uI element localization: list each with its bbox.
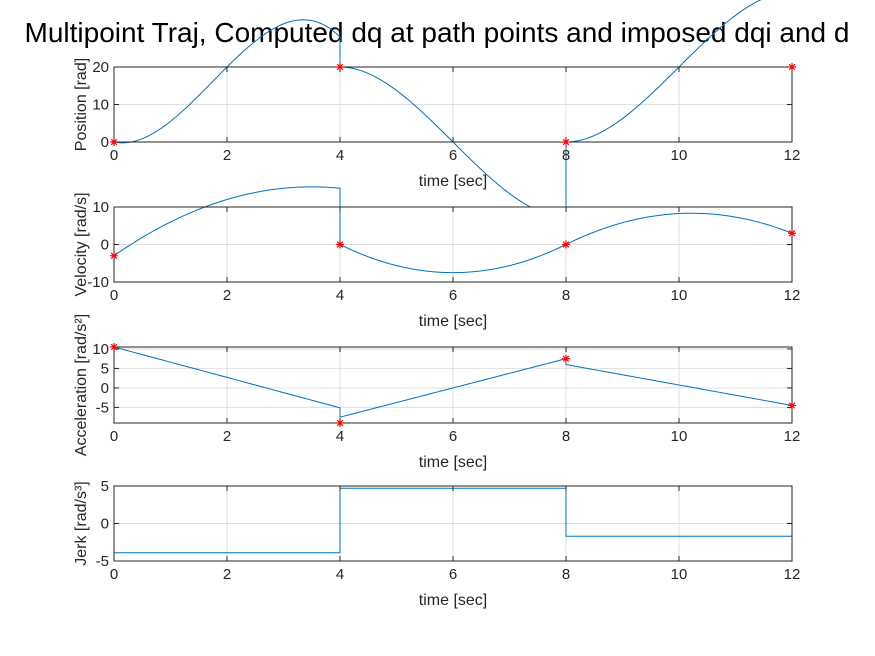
figure-title: Multipoint Traj, Computed dq at path poi… — [25, 17, 850, 48]
x-tick-label: 6 — [449, 566, 457, 583]
x-tick-label: 2 — [223, 428, 231, 445]
data-point-marker — [110, 138, 118, 146]
y-axis-label: Position [rad] — [73, 58, 90, 151]
x-tick-label: 12 — [784, 566, 801, 583]
x-tick-label: 8 — [562, 287, 570, 304]
y-tick-label: 10 — [92, 97, 109, 114]
x-tick-label: 8 — [562, 566, 570, 583]
x-axis-label: time [sec] — [419, 592, 487, 609]
x-tick-label: 0 — [110, 287, 118, 304]
x-tick-label: 8 — [562, 147, 570, 164]
y-tick-label: 0 — [101, 380, 109, 397]
x-tick-label: 4 — [336, 287, 344, 304]
y-axis-label: Velocity [rad/s] — [73, 192, 90, 296]
series-line-velocity — [113, 186, 793, 274]
x-tick-label: 12 — [784, 147, 801, 164]
y-tick-label: 0 — [101, 516, 109, 533]
y-tick-label: -5 — [96, 399, 109, 416]
x-tick-label: 2 — [223, 566, 231, 583]
y-tick-label: 0 — [101, 237, 109, 254]
data-point-marker — [562, 354, 570, 363]
x-axis-label: time [sec] — [419, 313, 487, 330]
data-point-marker — [110, 251, 118, 260]
x-tick-label: 6 — [449, 287, 457, 304]
x-tick-label: 10 — [671, 287, 688, 304]
x-axis-label: time [sec] — [419, 454, 487, 471]
x-tick-label: 2 — [223, 287, 231, 304]
x-tick-label: 4 — [336, 147, 344, 164]
data-point-marker — [336, 240, 344, 249]
data-point-marker — [788, 401, 796, 410]
y-axis-label: Jerk [rad/s³] — [73, 481, 90, 565]
x-tick-label: 0 — [110, 147, 118, 164]
x-tick-label: 4 — [336, 566, 344, 583]
x-tick-label: 10 — [671, 566, 688, 583]
y-axis-label: Acceleration [rad/s²] — [73, 314, 90, 456]
y-tick-label: 20 — [92, 59, 109, 76]
data-point-marker — [110, 343, 118, 351]
x-tick-label: 12 — [784, 287, 801, 304]
y-tick-label: -5 — [96, 553, 109, 570]
data-point-marker — [336, 419, 344, 427]
subplot-position: 0 2 4 6 8 10 12 0 10 20 time [sec] Position [rad] — [73, 0, 801, 218]
x-tick-label: 2 — [223, 147, 231, 164]
x-tick-label: 4 — [336, 428, 344, 445]
x-tick-label: 8 — [562, 428, 570, 445]
x-tick-label: 6 — [449, 428, 457, 445]
y-tick-label: 10 — [92, 341, 109, 358]
x-axis-label: time [sec] — [419, 173, 487, 190]
x-tick-label: 10 — [671, 428, 688, 445]
y-tick-label: -10 — [87, 274, 109, 291]
x-tick-label: 0 — [110, 566, 118, 583]
series-line-acceleration — [113, 346, 793, 418]
x-tick-label: 12 — [784, 428, 801, 445]
data-point-marker — [336, 63, 344, 71]
x-tick-label: 6 — [449, 147, 457, 164]
y-tick-label: 0 — [101, 134, 109, 151]
x-tick-label: 0 — [110, 428, 118, 445]
data-point-marker — [788, 229, 796, 238]
x-tick-label: 10 — [671, 147, 688, 164]
data-point-marker — [562, 138, 570, 146]
data-point-marker — [788, 63, 796, 71]
y-tick-label: 5 — [101, 360, 109, 377]
y-tick-label: 5 — [101, 478, 109, 495]
y-tick-label: 10 — [92, 199, 109, 216]
data-point-marker — [562, 240, 570, 249]
